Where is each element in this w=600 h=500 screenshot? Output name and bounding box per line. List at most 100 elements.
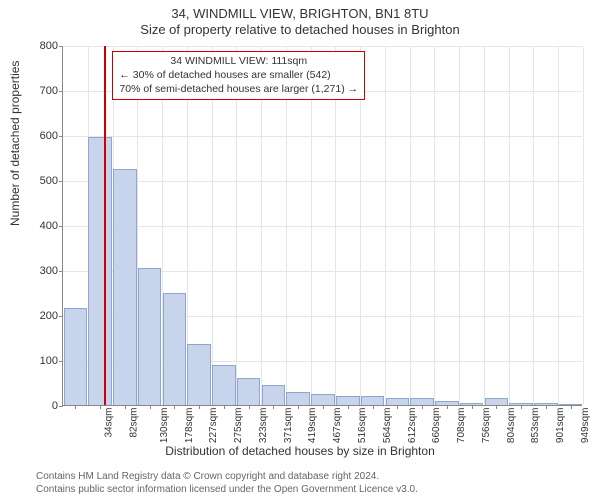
histogram-bar [386,398,410,405]
x-axis-title: Distribution of detached houses by size … [0,444,600,458]
xtick-label: 853sqm [530,408,541,444]
histogram-bar [286,392,310,406]
xtick-mark [571,405,572,409]
xtick-mark [273,405,274,409]
xtick-mark [373,405,374,409]
ytick-mark [59,361,63,362]
ytick-mark [59,91,63,92]
xtick-mark [150,405,151,409]
footer-attribution: Contains HM Land Registry data © Crown c… [36,471,418,496]
xtick-label: 516sqm [357,408,368,444]
xtick-label: 612sqm [407,408,418,444]
xtick-mark [397,405,398,409]
histogram-bar [88,137,112,405]
xtick-mark [472,405,473,409]
histogram-bar [187,344,211,405]
xtick-mark [546,405,547,409]
xtick-mark [298,405,299,409]
gridline-h [63,136,582,137]
xtick-mark [496,405,497,409]
xtick-label: 82sqm [129,408,140,438]
annotation-box: 34 WINDMILL VIEW: 111sqm← 30% of detache… [112,51,365,100]
xtick-mark [447,405,448,409]
histogram-bar [138,268,162,405]
xtick-label: 804sqm [506,408,517,444]
chart-title-main: 34, WINDMILL VIEW, BRIGHTON, BN1 8TU [0,0,600,21]
xtick-mark [249,405,250,409]
ytick-mark [59,406,63,407]
ytick-label: 0 [28,400,58,412]
xtick-mark [422,405,423,409]
xtick-label: 467sqm [332,408,343,444]
chart-title-sub: Size of property relative to detached ho… [0,21,600,37]
gridline-v [583,46,584,405]
xtick-mark [199,405,200,409]
xtick-mark [521,405,522,409]
histogram-bar [113,169,137,405]
histogram-bar [163,293,187,406]
xtick-label: 660sqm [431,408,442,444]
property-indicator-line [104,46,106,405]
histogram-bar [485,398,509,405]
gridline-v [385,46,386,405]
xtick-mark [323,405,324,409]
xtick-label: 949sqm [580,408,591,444]
xtick-label: 901sqm [555,408,566,444]
footer-line-1: Contains HM Land Registry data © Crown c… [36,471,418,484]
xtick-mark [100,405,101,409]
ytick-label: 600 [28,130,58,142]
gridline-v [459,46,460,405]
ytick-label: 200 [28,310,58,322]
xtick-mark [75,405,76,409]
ytick-label: 400 [28,220,58,232]
histogram-bar [336,396,360,405]
xtick-label: 34sqm [104,408,115,438]
ytick-mark [59,271,63,272]
xtick-label: 708sqm [456,408,467,444]
xtick-label: 130sqm [159,408,170,444]
ytick-mark [59,46,63,47]
xtick-mark [224,405,225,409]
ytick-label: 800 [28,40,58,52]
plot-area: 010020030040050060070080034sqm82sqm130sq… [62,46,582,406]
gridline-v [558,46,559,405]
footer-line-2: Contains public sector information licen… [36,484,418,497]
xtick-label: 564sqm [382,408,393,444]
histogram-bar [311,394,335,405]
gridline-v [484,46,485,405]
annotation-line: 70% of semi-detached houses are larger (… [119,83,358,97]
xtick-label: 227sqm [209,408,220,444]
histogram-bar [237,378,261,405]
gridline-h [63,226,582,227]
chart-container: 34, WINDMILL VIEW, BRIGHTON, BN1 8TU Siz… [0,0,600,500]
histogram-bar [361,396,385,405]
xtick-mark [125,405,126,409]
ytick-label: 500 [28,175,58,187]
ytick-label: 100 [28,355,58,367]
xtick-label: 178sqm [184,408,195,444]
xtick-mark [348,405,349,409]
annotation-line: ← 30% of detached houses are smaller (54… [119,69,358,83]
gridline-h [63,46,582,47]
histogram-bar [212,365,236,406]
gridline-v [410,46,411,405]
gridline-v [509,46,510,405]
gridline-h [63,181,582,182]
ytick-mark [59,181,63,182]
xtick-label: 371sqm [283,408,294,444]
gridline-v [533,46,534,405]
xtick-label: 756sqm [481,408,492,444]
xtick-label: 419sqm [308,408,319,444]
y-axis-title: Number of detached properties [8,61,22,226]
gridline-v [434,46,435,405]
xtick-mark [174,405,175,409]
histogram-bar [64,308,88,405]
ytick-label: 700 [28,85,58,97]
annotation-line: 34 WINDMILL VIEW: 111sqm [119,55,358,69]
ytick-mark [59,316,63,317]
xtick-label: 275sqm [233,408,244,444]
ytick-mark [59,226,63,227]
histogram-bar [262,385,286,405]
histogram-bar [410,398,434,405]
xtick-label: 323sqm [258,408,269,444]
